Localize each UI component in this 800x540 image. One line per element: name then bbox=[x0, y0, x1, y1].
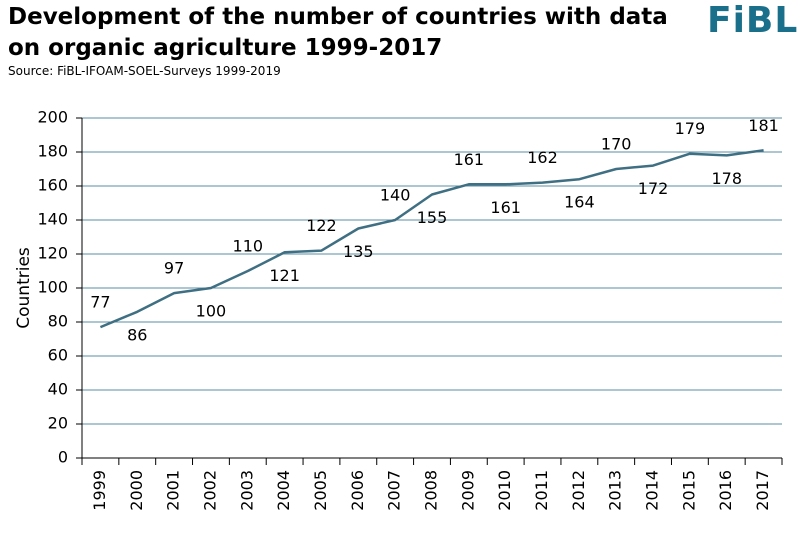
data-label: 170 bbox=[601, 135, 632, 154]
x-tick-label: 2010 bbox=[495, 470, 514, 511]
data-label: 178 bbox=[711, 169, 742, 188]
title-line-1: Development of the number of countries w… bbox=[8, 4, 668, 30]
data-label: 161 bbox=[490, 198, 521, 217]
x-tick-label: 2012 bbox=[569, 470, 588, 511]
series-line bbox=[99, 149, 764, 329]
y-tick-label: 0 bbox=[58, 448, 68, 467]
y-tick-label: 200 bbox=[37, 108, 68, 127]
x-tick-label: 2000 bbox=[127, 470, 146, 511]
data-label: 77 bbox=[90, 293, 110, 312]
data-label: 100 bbox=[196, 302, 227, 321]
x-tick-label: 2002 bbox=[200, 470, 219, 511]
x-tick-label: 1999 bbox=[90, 470, 109, 511]
y-axis-label: Countries bbox=[14, 247, 34, 329]
data-label: 179 bbox=[675, 119, 706, 138]
data-label: 122 bbox=[306, 216, 337, 235]
chart-title: Development of the number of countries w… bbox=[8, 2, 668, 64]
x-tick-label: 2011 bbox=[532, 470, 551, 511]
y-tick-label: 80 bbox=[48, 312, 68, 331]
x-tick-label: 2006 bbox=[348, 470, 367, 511]
x-tick-label: 2017 bbox=[753, 470, 772, 511]
data-label: 161 bbox=[454, 150, 485, 169]
y-tick-label: 120 bbox=[37, 244, 68, 263]
y-tick-label: 180 bbox=[37, 142, 68, 161]
data-label: 181 bbox=[748, 116, 779, 135]
data-label: 110 bbox=[233, 237, 264, 256]
x-tick-label: 2001 bbox=[164, 470, 183, 511]
x-tick-label: 2009 bbox=[458, 470, 477, 511]
data-label: 97 bbox=[164, 259, 184, 278]
x-tick-label: 2007 bbox=[385, 470, 404, 511]
axes bbox=[76, 117, 783, 465]
x-tick-label: 2003 bbox=[237, 470, 256, 511]
data-label: 135 bbox=[343, 242, 374, 261]
x-tick-label: 2004 bbox=[274, 470, 293, 511]
x-tick-label: 2008 bbox=[422, 470, 441, 511]
fibl-logo: FiBL bbox=[707, 0, 799, 41]
data-label: 140 bbox=[380, 186, 411, 205]
data-labels: 77 86 97 100 110 121 122 135 140 155 161 161 162 164 1… bbox=[90, 116, 779, 344]
y-tick-label: 60 bbox=[48, 346, 68, 365]
x-tick-label: 2013 bbox=[606, 470, 625, 511]
data-label: 155 bbox=[417, 208, 448, 227]
x-tick-labels: 1999 2000 2001 2002 2003 2004 2005 2006 2007 2008… bbox=[90, 470, 772, 511]
y-tick-labels: 0 20 40 60 80 100 120 140 160 180 200 bbox=[37, 108, 68, 467]
x-tick-label: 2014 bbox=[643, 470, 662, 511]
y-tick-label: 20 bbox=[48, 414, 68, 433]
data-label: 121 bbox=[269, 266, 300, 285]
y-tick-label: 100 bbox=[37, 278, 68, 297]
x-tick-label: 2005 bbox=[311, 470, 330, 511]
grid-lines bbox=[82, 117, 782, 425]
data-label: 86 bbox=[127, 325, 147, 344]
series-countries bbox=[99, 149, 764, 329]
data-label: 162 bbox=[527, 148, 558, 167]
x-tick-label: 2015 bbox=[679, 470, 698, 511]
title-line-2: on organic agriculture 1999-2017 bbox=[8, 35, 443, 61]
data-label: 172 bbox=[638, 179, 669, 198]
y-tick-label: 140 bbox=[37, 210, 68, 229]
x-tick-label: 2016 bbox=[716, 470, 735, 511]
y-tick-label: 40 bbox=[48, 380, 68, 399]
data-label: 164 bbox=[564, 193, 595, 212]
y-tick-label: 160 bbox=[37, 176, 68, 195]
source-note: Source: FiBL-IFOAM-SOEL-Surveys 1999-201… bbox=[8, 64, 281, 78]
